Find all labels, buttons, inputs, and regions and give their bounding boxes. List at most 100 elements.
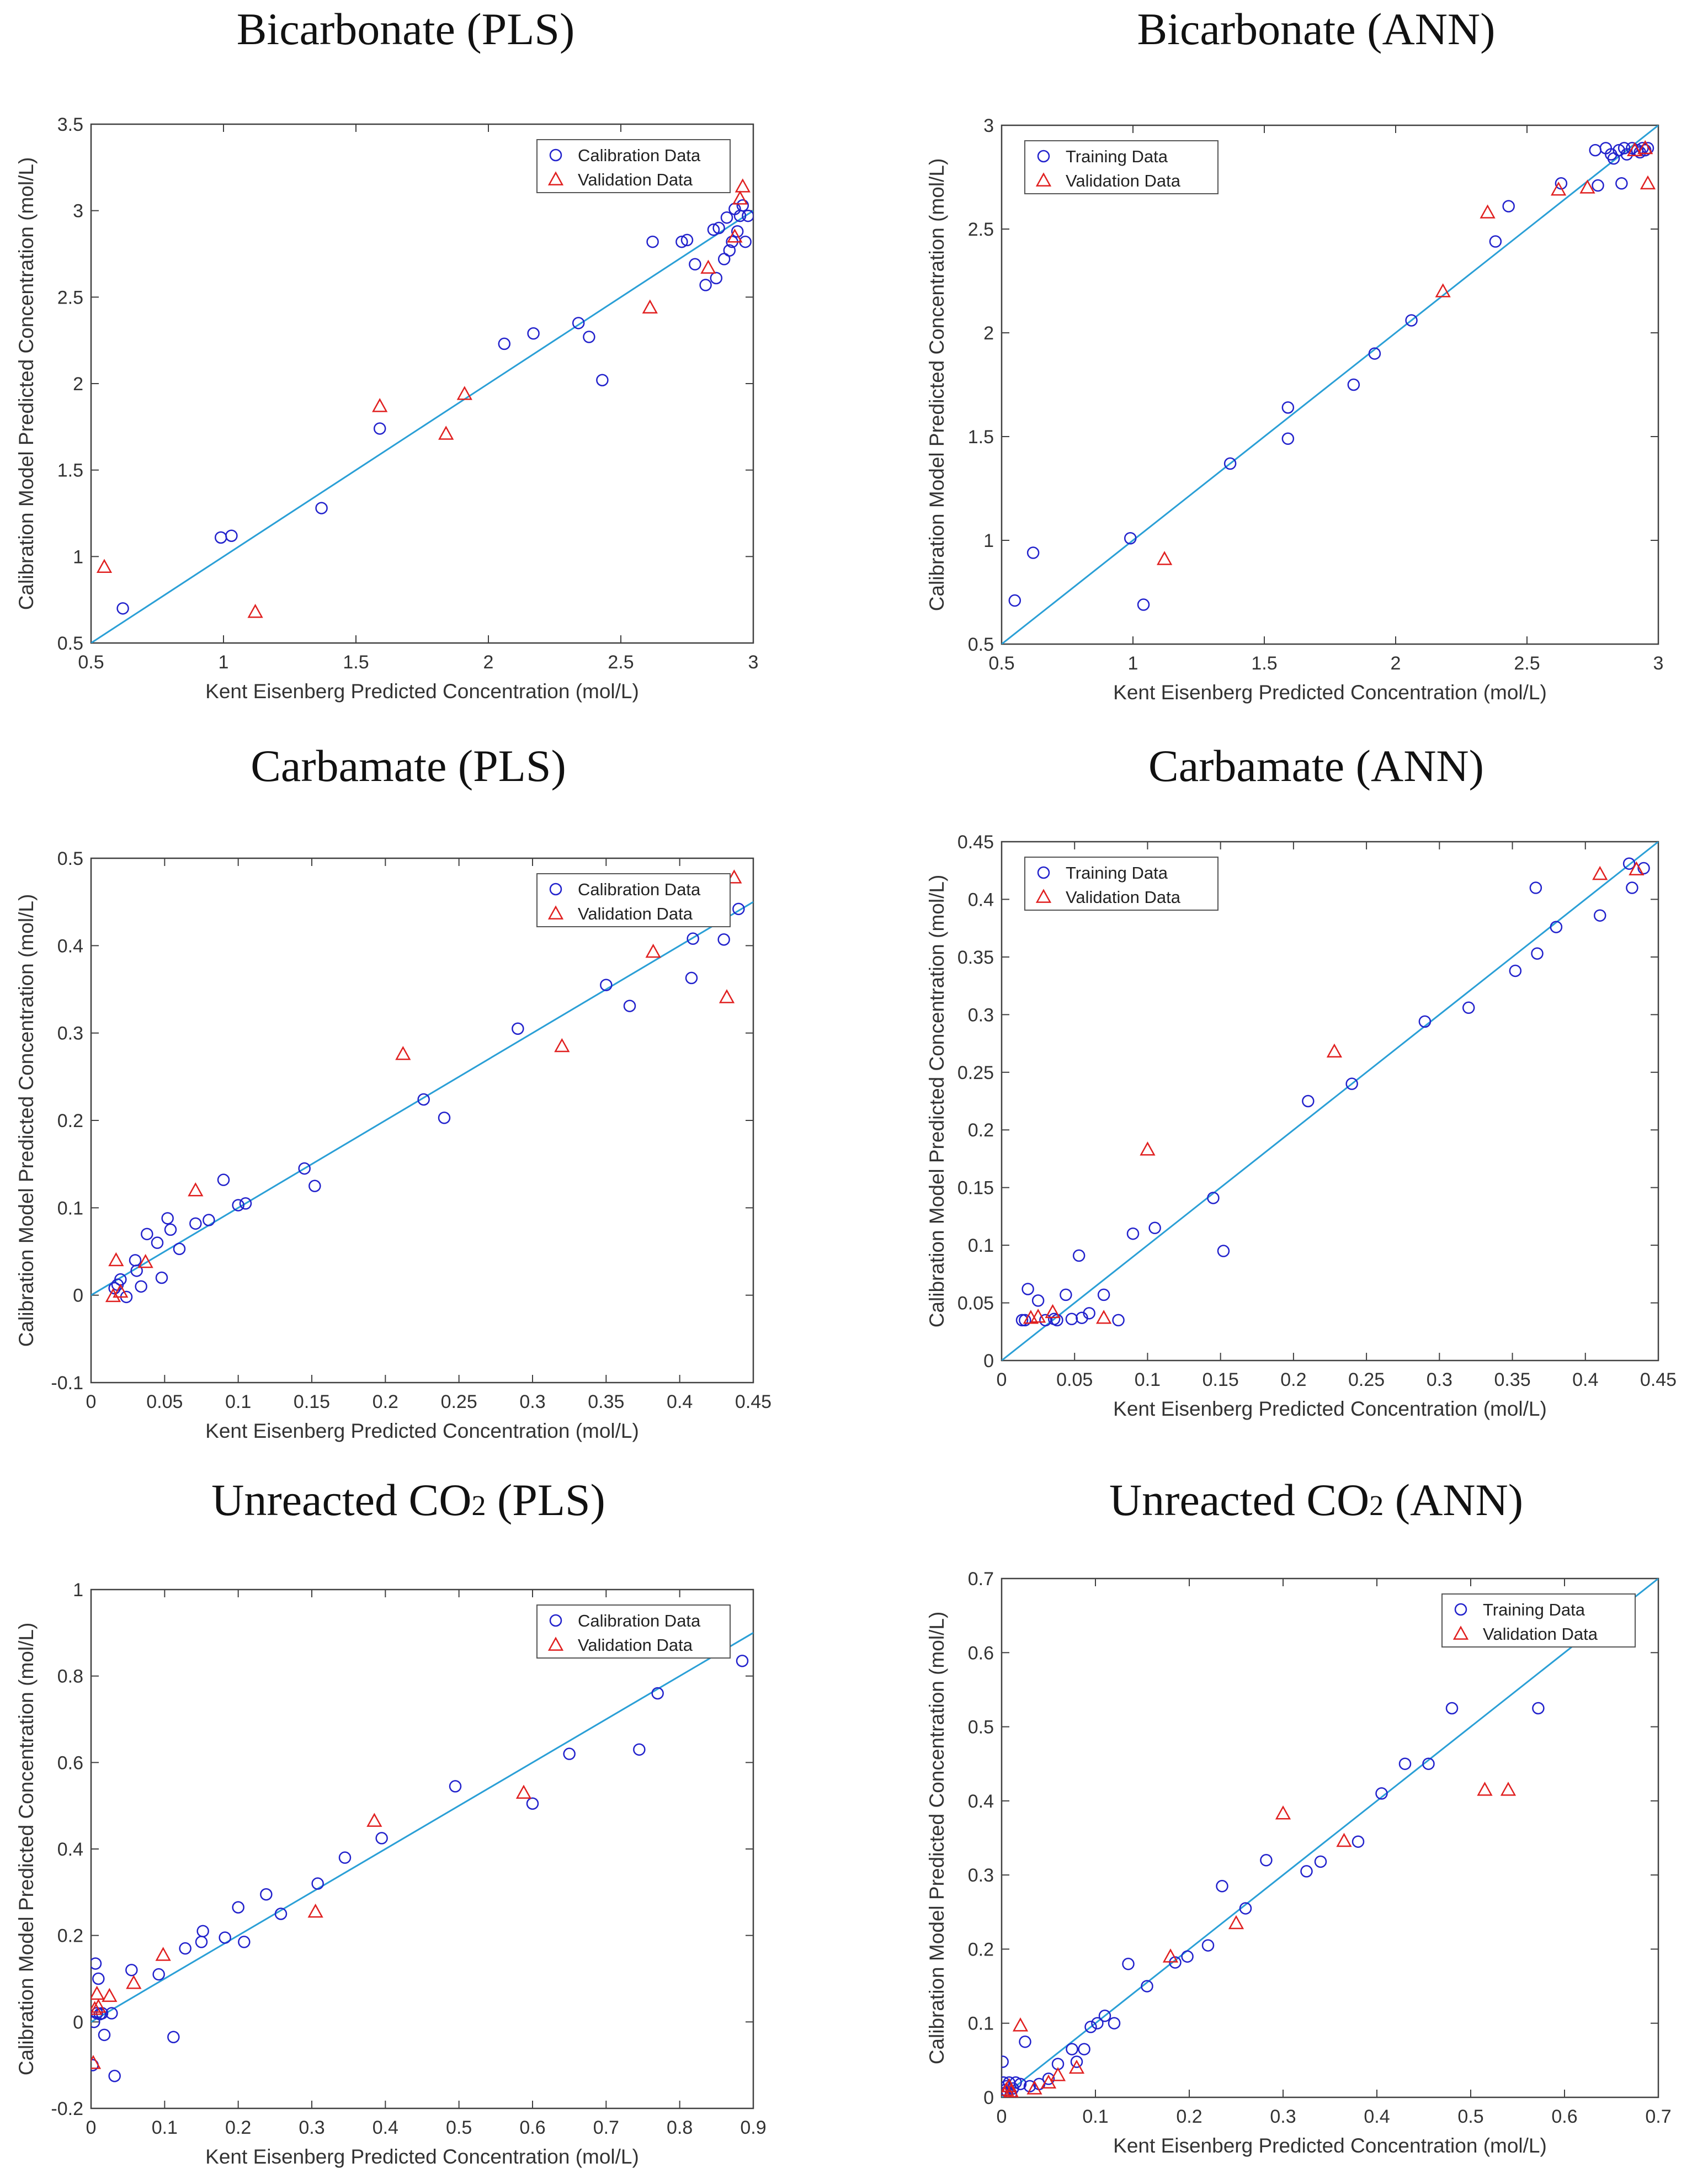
data-point-circle	[260, 1888, 273, 1901]
chart-panel-6: Unreacted CO2 (ANN) 0 0.1 0.2 0.3 0.4 0.5 0.6 0.…	[925, 1475, 1672, 2157]
y-tick-label: 0.4	[968, 1791, 994, 1812]
y-tick-label: 2	[73, 374, 83, 395]
data-point-circle	[563, 1747, 576, 1760]
data-point-triangle	[307, 1904, 323, 1918]
data-point-circle	[1122, 1958, 1135, 1970]
data-point-triangle	[91, 1985, 105, 2000]
plot-content	[1002, 842, 1658, 1361]
data-point-circle	[232, 1901, 244, 1914]
y-tick-label: 0	[73, 1285, 83, 1306]
x-tick-label: 0.45	[1640, 1369, 1677, 1390]
data-point-circle	[189, 1217, 202, 1230]
data-point-circle	[699, 279, 712, 291]
data-point-circle	[219, 1931, 231, 1944]
x-tick-label: 0.25	[1348, 1369, 1385, 1390]
data-point-circle	[161, 1212, 174, 1225]
x-tick-label: 0	[86, 2117, 97, 2138]
data-point-triangle	[735, 178, 751, 193]
y-tick-label: 0.5	[968, 1717, 994, 1738]
data-point-circle	[1072, 1249, 1086, 1262]
y-tick-label: 1	[73, 1580, 83, 1601]
data-point-circle	[1084, 2021, 1097, 2033]
plot-content	[1002, 1579, 1658, 2097]
data-point-triangle	[1435, 283, 1451, 297]
legend-marker-circle	[549, 883, 562, 896]
data-point-circle	[710, 272, 723, 285]
x-tick-label: 0.7	[1645, 2106, 1671, 2127]
data-point-circle	[1502, 200, 1515, 212]
data-point-circle	[1531, 947, 1544, 960]
data-point-circle	[689, 258, 701, 271]
data-point-circle	[596, 374, 609, 386]
x-tick-label: 0.1	[1082, 2106, 1108, 2127]
chart-title-subscript: 2	[471, 1490, 486, 1522]
data-point-triangle	[1003, 2083, 1019, 2097]
legend-marker-circle	[549, 148, 562, 162]
legend-box	[536, 1604, 731, 1659]
legend-marker-triangle	[1035, 172, 1052, 187]
plot-area	[90, 123, 754, 644]
x-axis-label: Kent Eisenberg Predicted Concentration (…	[205, 2145, 639, 2168]
x-tick-label: 0.5	[446, 2117, 472, 2138]
x-tick-label: 1	[1128, 653, 1138, 674]
x-tick-label: 1.5	[1251, 653, 1277, 674]
data-point-circle	[736, 1655, 749, 1667]
data-point-circle	[527, 327, 540, 340]
y-tick-label: 1	[983, 530, 994, 551]
data-point-triangle	[1030, 1309, 1046, 1323]
plot-content	[91, 178, 753, 643]
data-point-circle	[1070, 2055, 1083, 2068]
x-tick-label: 0.6	[519, 2117, 545, 2138]
data-point-circle	[308, 1179, 321, 1192]
data-point-circle	[731, 225, 744, 238]
chart-title: Carbamate (PLS)	[251, 741, 566, 791]
legend-entry: Training Data	[1483, 1600, 1585, 1619]
data-point-circle	[98, 2028, 111, 2042]
data-point-circle	[238, 1936, 251, 1948]
data-point-triangle	[554, 1038, 570, 1053]
data-point-triangle	[1002, 2085, 1011, 2097]
x-tick-label: 2	[483, 652, 494, 673]
x-axis-label: Kent Eisenberg Predicted Concentration (…	[1113, 1397, 1547, 1420]
data-point-triangle	[1228, 1915, 1244, 1930]
data-point-triangle	[1637, 140, 1653, 155]
data-point-circle	[1617, 142, 1631, 155]
data-point-circle	[173, 1242, 186, 1255]
data-point-circle	[449, 1780, 462, 1793]
data-point-triangle	[1095, 1310, 1112, 1324]
data-point-circle	[1302, 1094, 1315, 1108]
data-point-triangle	[108, 1252, 124, 1267]
fit-line	[1002, 1579, 1658, 2097]
data-point-circle	[375, 1832, 388, 1845]
legend: Calibration Data Validation Data	[536, 873, 731, 927]
x-axis-label: Kent Eisenberg Predicted Concentration (…	[1113, 2134, 1547, 2157]
data-point-circle	[1015, 1314, 1029, 1327]
data-point-circle	[1008, 594, 1021, 607]
x-tick-label: 2.5	[1514, 653, 1540, 674]
legend-entry: Validation Data	[1483, 1624, 1598, 1644]
data-point-circle	[1345, 1077, 1358, 1090]
legend: Training Data Validation Data	[1024, 140, 1219, 194]
y-tick-label: 0.4	[57, 1839, 83, 1860]
data-point-circle	[1532, 1702, 1545, 1715]
data-point-circle	[217, 1173, 230, 1186]
y-axis-label: Calibration Model Predicted Concentratio…	[925, 158, 948, 612]
y-axis-label: Calibration Model Predicted Concentratio…	[925, 1612, 948, 2065]
data-point-circle	[1207, 1192, 1220, 1204]
data-point-circle	[1137, 598, 1150, 611]
data-point-circle	[1300, 1865, 1313, 1878]
legend-marker-triangle	[1452, 1625, 1469, 1640]
data-point-circle	[1418, 1015, 1432, 1028]
x-tick-label: 0.5	[988, 653, 1014, 674]
y-tick-label: 0.5	[968, 634, 994, 655]
y-tick-label: 0.1	[968, 1235, 994, 1256]
y-tick-label: 2	[983, 323, 994, 344]
y-tick-label: 3.5	[57, 114, 83, 135]
y-tick-label: 0.2	[968, 1120, 994, 1141]
x-tick-label: 3	[1653, 653, 1664, 674]
data-point-triangle	[700, 259, 716, 274]
x-tick-label: 0.45	[735, 1391, 771, 1412]
y-tick-label: 0	[73, 2012, 83, 2033]
data-point-circle	[164, 1223, 177, 1236]
x-tick-label: 0.1	[1135, 1369, 1161, 1390]
